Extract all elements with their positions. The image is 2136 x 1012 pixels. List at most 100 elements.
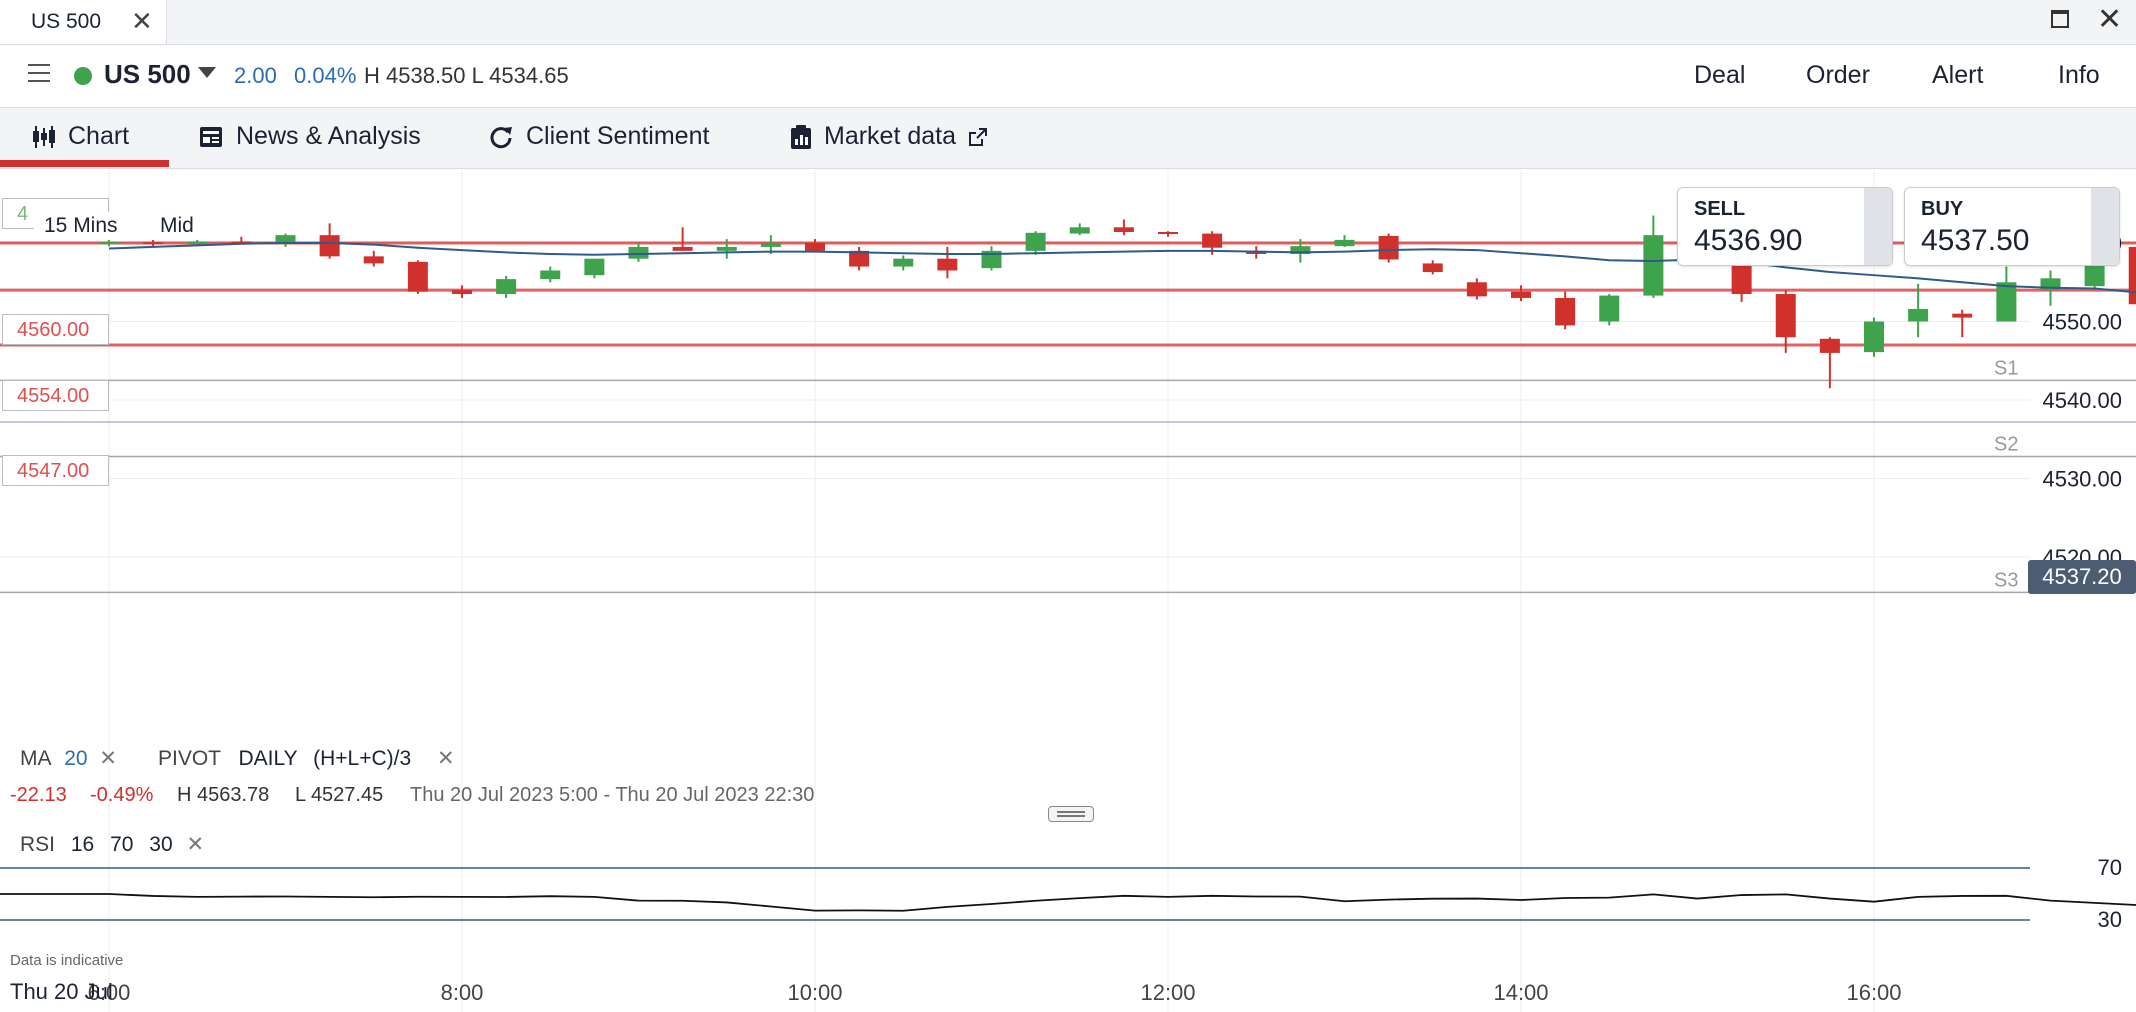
pivot-legend[interactable]: PIVOT DAILY (H+L+C)/3 ✕	[158, 746, 455, 771]
pivot-label: S3	[1994, 569, 2018, 591]
candle-body	[849, 250, 870, 267]
buy-side-bar	[2091, 188, 2119, 265]
tab-sentiment-label: Client Sentiment	[526, 122, 710, 150]
candle-body	[981, 250, 1002, 269]
sell-label: SELL	[1694, 198, 1746, 220]
ma-line	[108, 242, 2136, 294]
range-low: L 4527.45	[295, 784, 384, 806]
ma-remove-icon[interactable]: ✕	[99, 747, 117, 770]
tab-news-label: News & Analysis	[236, 122, 421, 150]
candle-body	[760, 243, 781, 247]
x-axis: 6:008:0010:0012:0014:0016:0018:0020:0022…	[88, 980, 1902, 1005]
window-title-bar	[0, 0, 2136, 45]
pivot-formula: (H+L+C)/3	[313, 747, 412, 770]
y-tick-label: 4540.00	[2042, 388, 2122, 413]
pivot-period: DAILY	[238, 747, 298, 770]
candle-body	[937, 258, 958, 271]
candle-body	[1864, 321, 1884, 353]
x-tick-label: 10:00	[787, 980, 842, 1005]
external-link-icon[interactable]	[968, 127, 988, 147]
alert-button[interactable]: Alert	[1932, 61, 1984, 89]
hamburger-menu-icon[interactable]	[28, 64, 50, 84]
maximize-icon[interactable]	[2051, 10, 2069, 28]
rsi-period: 16	[70, 833, 95, 856]
x-tick-label: 6:00	[88, 980, 131, 1005]
high-low: H 4538.50 L 4534.65	[364, 63, 569, 88]
market-status-dot	[74, 67, 92, 85]
candle-body	[99, 242, 119, 245]
candle-body	[187, 241, 208, 244]
price-chart[interactable]: PivS1S2S3 4560.004550.004540.004530.0045…	[0, 170, 2136, 1012]
x-tick-label: 14:00	[1493, 980, 1548, 1005]
candle-body	[540, 270, 561, 280]
window-tab[interactable]: US 500 ✕	[0, 0, 167, 44]
candle-body	[1422, 263, 1443, 273]
y-tick-label: 4550.00	[2042, 310, 2122, 335]
buy-price: 4537.50	[1921, 224, 2030, 257]
candle-body	[1775, 294, 1796, 338]
candle-body	[1113, 227, 1134, 233]
ma-legend[interactable]: MA 20 ✕	[20, 746, 117, 771]
rsi-label: RSI	[20, 833, 56, 856]
interval-selector[interactable]: 15 Mins	[34, 212, 128, 240]
chevron-down-icon[interactable]	[198, 67, 216, 78]
candle-body	[496, 279, 517, 295]
change-percent: 0.04%	[294, 63, 357, 88]
deal-button[interactable]: Deal	[1694, 61, 1746, 89]
chart-grid	[0, 170, 2030, 1012]
x-tick-label: 16:00	[1846, 980, 1901, 1005]
panel-tabs: Chart News & Analysis Client Sentiment M…	[0, 108, 2136, 169]
candle-body	[1643, 235, 1664, 296]
tab-market-data-label: Market data	[824, 122, 957, 150]
candle-body	[1290, 246, 1311, 254]
pivot-remove-icon[interactable]: ✕	[436, 747, 455, 770]
candle-body	[1202, 233, 1223, 248]
sell-button[interactable]: SELL 4536.90	[1677, 187, 1893, 266]
candle-body	[1952, 313, 1973, 318]
level-tag-4554[interactable]: 4554.00	[2, 380, 109, 411]
candle-body	[1996, 282, 2017, 322]
rsi-panel: 70 30	[0, 855, 2136, 932]
panel-resize-handle[interactable]	[1048, 806, 1094, 822]
candle-body	[628, 246, 649, 259]
pivot-label: S1	[1994, 357, 2018, 379]
buy-button[interactable]: BUY 4537.50	[1904, 187, 2120, 266]
disclaimer: Data is indicative	[10, 952, 124, 969]
tab-client-sentiment[interactable]: Client Sentiment	[488, 122, 709, 151]
candlestick-icon	[33, 125, 55, 148]
pivot-label: PIVOT	[158, 747, 221, 770]
rsi-oversold: 30	[149, 833, 173, 856]
range-change-percent: -0.49%	[90, 784, 154, 806]
candle-body	[231, 241, 252, 244]
candle-body	[363, 256, 384, 264]
candle-body	[672, 246, 693, 251]
tab-close-icon[interactable]: ✕	[131, 6, 153, 36]
change-points: 2.00	[234, 63, 277, 88]
rsi-tick-label: 70	[2098, 855, 2122, 880]
window-close-icon[interactable]: ✕	[2097, 3, 2123, 36]
candle-body	[1466, 282, 1487, 297]
price-type-selector[interactable]: Mid	[150, 212, 204, 240]
date-label: Thu 20 Jul	[10, 979, 113, 1004]
candle-body	[1819, 338, 1840, 353]
level-tag-4547[interactable]: 4547.00	[2, 455, 109, 486]
range-dates: Thu 20 Jul 2023 5:00 - Thu 20 Jul 2023 2…	[410, 784, 815, 806]
level-tag-4560[interactable]: 4560.00	[2, 314, 109, 345]
window-tab-title: US 500	[31, 10, 102, 33]
tab-news-analysis[interactable]: News & Analysis	[198, 122, 421, 151]
rsi-legend[interactable]: RSI 16 70 30 ✕	[20, 832, 204, 857]
rsi-remove-icon[interactable]: ✕	[186, 833, 205, 856]
candle-body	[275, 235, 296, 243]
info-button[interactable]: Info	[2058, 61, 2100, 89]
tab-market-data[interactable]: Market data	[790, 122, 988, 151]
range-change: -22.13	[10, 784, 67, 806]
newspaper-icon	[200, 126, 222, 147]
pivot-label: S2	[1994, 434, 2018, 456]
ma-label: MA	[20, 747, 51, 770]
candle-body	[805, 243, 825, 251]
pivot-lines: PivS1S2S3	[0, 219, 2136, 594]
y-tick-label: 4530.00	[2042, 467, 2122, 492]
instrument-name[interactable]: US 500	[104, 59, 191, 89]
order-button[interactable]: Order	[1806, 61, 1870, 89]
tab-chart[interactable]: Chart	[32, 122, 129, 151]
